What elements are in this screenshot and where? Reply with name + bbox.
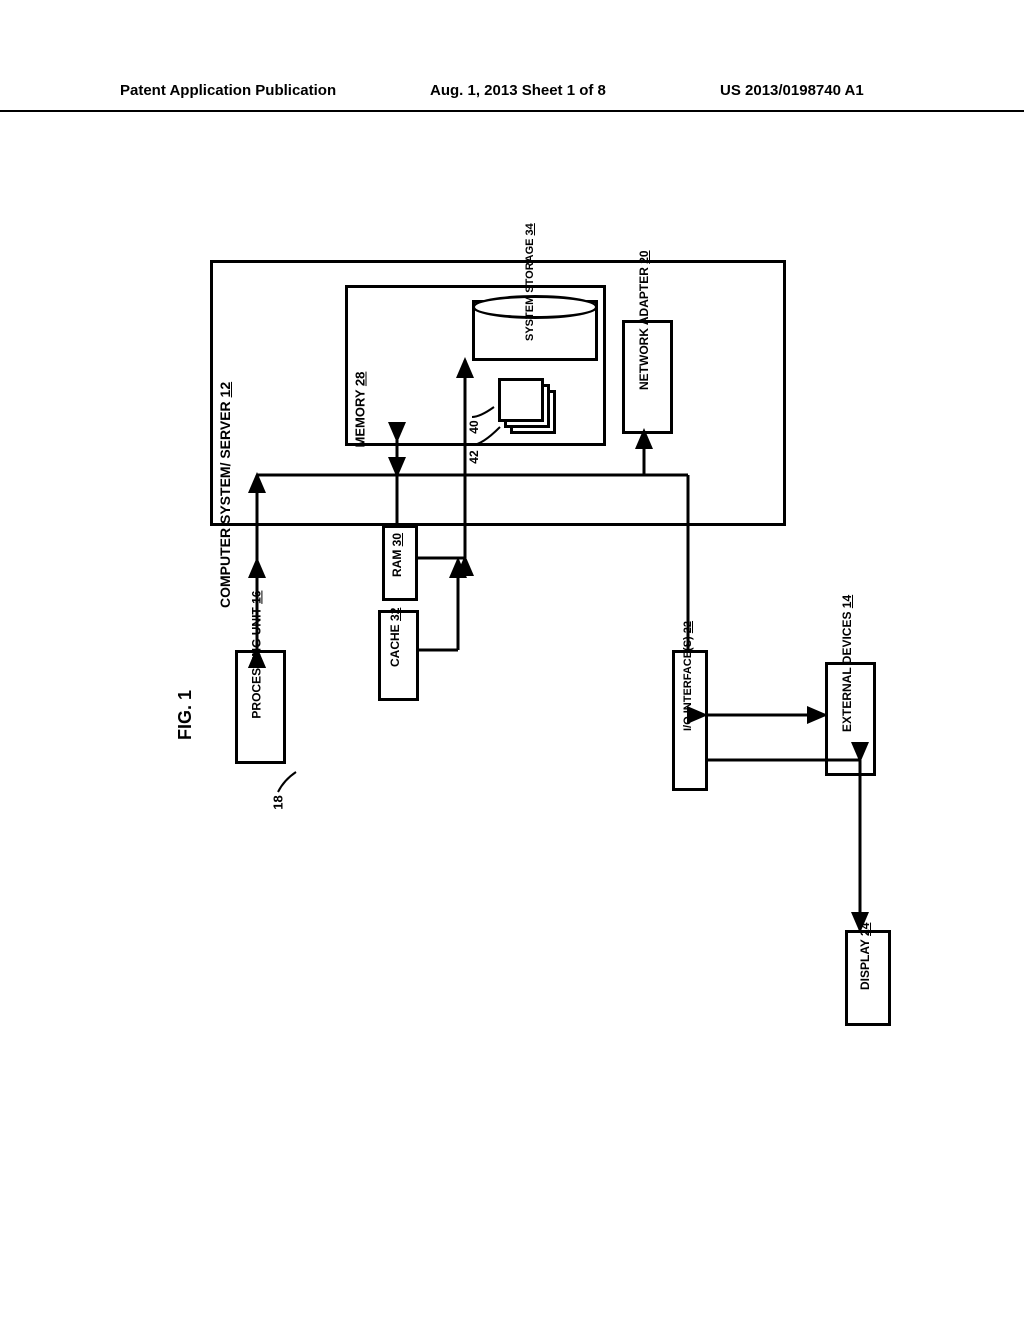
connectors — [0, 0, 1024, 1320]
page: Patent Application Publication Aug. 1, 2… — [0, 0, 1024, 1320]
